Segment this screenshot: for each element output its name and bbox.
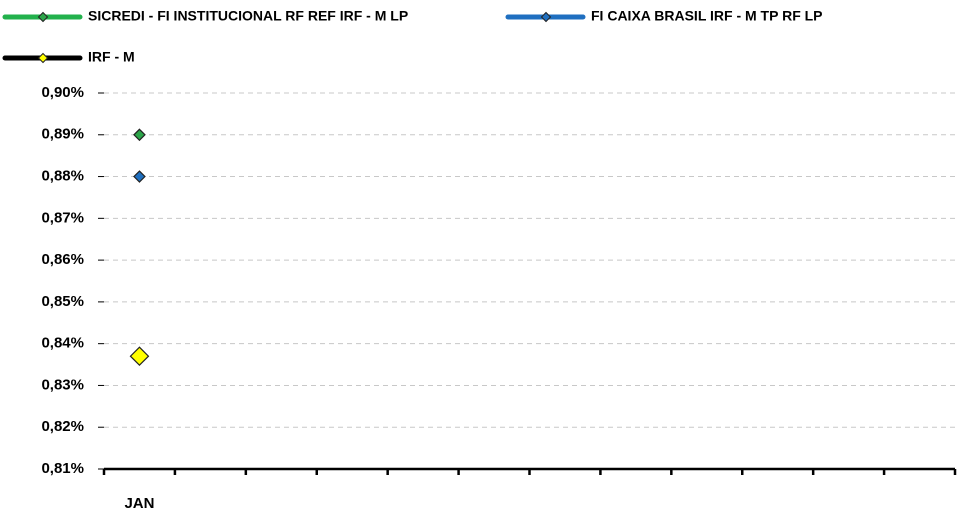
x-tick-label: JAN xyxy=(124,495,154,512)
legend-text: IRF - M xyxy=(88,49,135,65)
legend-text: FI CAIXA BRASIL IRF - M TP RF LP xyxy=(591,8,823,24)
y-tick-label: 0,89% xyxy=(41,126,84,143)
data-point xyxy=(133,128,146,142)
legend-marker xyxy=(540,11,552,23)
y-tick-label: 0,83% xyxy=(41,376,84,393)
y-tick-label: 0,88% xyxy=(41,168,84,185)
data-point xyxy=(133,170,146,183)
y-tick-label: 0,87% xyxy=(41,209,84,226)
y-tick-label: 0,81% xyxy=(41,460,84,477)
legend-marker xyxy=(37,52,49,64)
y-tick-label: 0,82% xyxy=(41,418,84,435)
legend-text: SICREDI - FI INSTITUCIONAL RF REF IRF - … xyxy=(88,8,408,24)
y-tick-label: 0,84% xyxy=(41,335,84,352)
data-point xyxy=(129,346,150,367)
legend-marker xyxy=(37,11,49,23)
y-tick-label: 0,90% xyxy=(41,84,84,101)
y-tick-label: 0,86% xyxy=(41,251,84,268)
y-tick-label: 0,85% xyxy=(41,293,84,310)
